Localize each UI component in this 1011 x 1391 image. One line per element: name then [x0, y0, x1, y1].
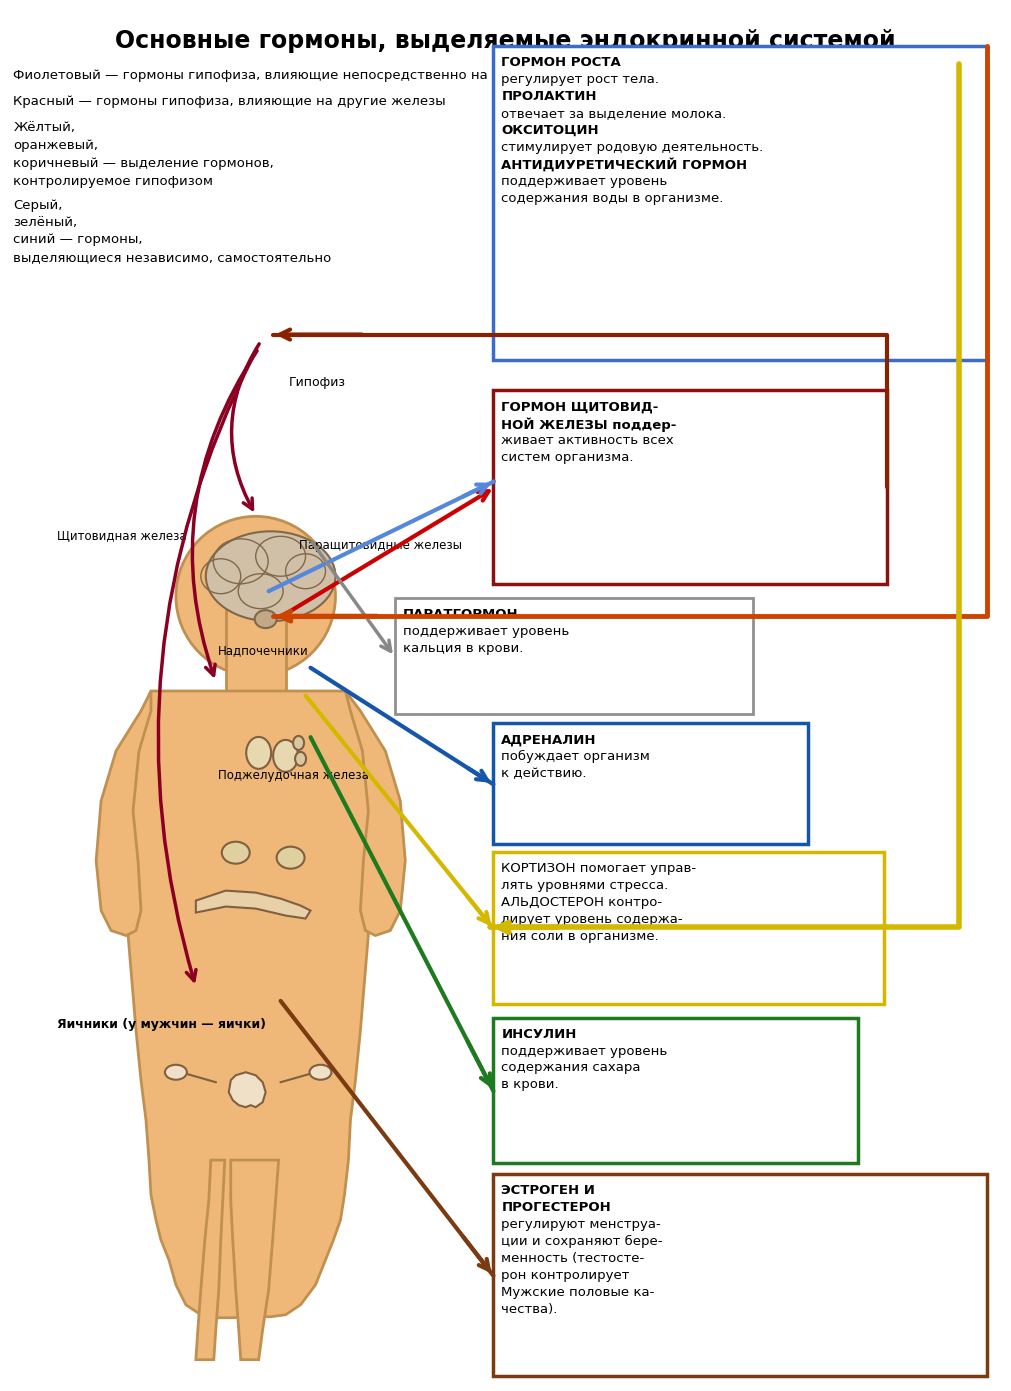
- Text: выделяющиеся независимо, самостоятельно: выделяющиеся независимо, самостоятельно: [13, 250, 332, 264]
- Text: АДРЕНАЛИН: АДРЕНАЛИН: [501, 733, 596, 746]
- Bar: [225, 591, 285, 691]
- Text: синий — гормоны,: синий — гормоны,: [13, 232, 143, 246]
- Bar: [493, 46, 988, 359]
- Text: ции и сохраняют бере-: ции и сохраняют бере-: [501, 1235, 663, 1248]
- Polygon shape: [346, 691, 405, 936]
- Text: поддерживает уровень: поддерживает уровень: [501, 174, 667, 188]
- Text: ОКСИТОЦИН: ОКСИТОЦИН: [501, 124, 599, 136]
- Bar: [493, 389, 887, 584]
- Ellipse shape: [165, 1064, 187, 1079]
- Polygon shape: [231, 1160, 279, 1359]
- Text: стимулирует родовую деятельность.: стимулирует родовую деятельность.: [501, 140, 763, 153]
- Text: Гипофиз: Гипофиз: [289, 376, 346, 389]
- Text: ПРОГЕСТЕРОН: ПРОГЕСТЕРОН: [501, 1202, 611, 1214]
- Bar: [493, 723, 808, 844]
- Text: побуждает организм: побуждает организм: [501, 750, 650, 764]
- Text: лять уровнями стресса.: лять уровнями стресса.: [501, 879, 668, 892]
- Text: НОЙ ЖЕЛЕЗЫ поддер-: НОЙ ЖЕЛЕЗЫ поддер-: [501, 417, 676, 431]
- Text: ГОРМОН РОСТА: ГОРМОН РОСТА: [501, 56, 621, 68]
- Text: отвечает за выделение молока.: отвечает за выделение молока.: [501, 107, 727, 120]
- Text: к действию.: к действию.: [501, 768, 586, 780]
- Text: Поджелудочная железа: Поджелудочная железа: [218, 769, 369, 782]
- Polygon shape: [121, 691, 372, 1317]
- Ellipse shape: [255, 611, 277, 629]
- Text: Паращитовидные железы: Паращитовидные железы: [299, 538, 462, 552]
- Text: АНТИДИУРЕТИЧЕСКИЙ ГОРМОН: АНТИДИУРЕТИЧЕСКИЙ ГОРМОН: [501, 157, 747, 171]
- Text: в крови.: в крови.: [501, 1078, 559, 1092]
- Text: контролируемое гипофизом: контролируемое гипофизом: [13, 175, 213, 188]
- Text: ПРОЛАКТИН: ПРОЛАКТИН: [501, 90, 596, 103]
- Text: рон контролирует: рон контролирует: [501, 1269, 630, 1283]
- Ellipse shape: [295, 753, 306, 766]
- Polygon shape: [228, 1072, 266, 1107]
- Text: кальция в крови.: кальция в крови.: [402, 643, 523, 655]
- Text: Основные гормоны, выделяемые эндокринной системой: Основные гормоны, выделяемые эндокринной…: [115, 29, 896, 53]
- Text: Яичники (у мужчин — яички): Яичники (у мужчин — яички): [57, 1018, 266, 1031]
- Text: содержания воды в организме.: содержания воды в организме.: [501, 192, 724, 204]
- Ellipse shape: [309, 1064, 332, 1079]
- Text: содержания сахара: содержания сахара: [501, 1061, 641, 1074]
- Bar: [493, 853, 884, 1004]
- Text: менность (тестосте-: менность (тестосте-: [501, 1252, 645, 1266]
- Circle shape: [176, 516, 336, 676]
- Text: ПАРАТГОРМОН: ПАРАТГОРМОН: [402, 608, 519, 622]
- Text: систем организма.: систем организма.: [501, 451, 634, 465]
- Text: чества).: чества).: [501, 1303, 558, 1316]
- Text: АЛЬДОСТЕРОН контро-: АЛЬДОСТЕРОН контро-: [501, 896, 662, 910]
- Text: Фиолетовый — гормоны гипофиза, влияющие непосредственно на организм: Фиолетовый — гормоны гипофиза, влияющие …: [13, 70, 559, 82]
- Text: ГОРМОН ЩИТОВИД-: ГОРМОН ЩИТОВИД-: [501, 401, 659, 413]
- Text: Щитовидная железа: Щитовидная железа: [57, 529, 186, 542]
- Polygon shape: [196, 890, 310, 918]
- Text: регулирует рост тела.: регулирует рост тела.: [501, 72, 659, 86]
- Text: Мужские половые ка-: Мужские половые ка-: [501, 1287, 655, 1299]
- Bar: [394, 598, 752, 714]
- Ellipse shape: [247, 737, 271, 769]
- Polygon shape: [96, 691, 151, 936]
- Text: Жёлтый,: Жёлтый,: [13, 121, 76, 134]
- Text: ния соли в организме.: ния соли в организме.: [501, 931, 659, 943]
- Text: Надпочечники: Надпочечники: [218, 644, 309, 657]
- Text: ИНСУЛИН: ИНСУЛИН: [501, 1028, 576, 1040]
- Text: регулируют менструа-: регулируют менструа-: [501, 1219, 661, 1231]
- Polygon shape: [196, 1160, 224, 1359]
- Text: лирует уровень содержа-: лирует уровень содержа-: [501, 914, 683, 926]
- Ellipse shape: [206, 531, 336, 622]
- Text: поддерживает уровень: поддерживает уровень: [402, 626, 569, 638]
- Text: живает активность всех: живает активность всех: [501, 434, 674, 447]
- Ellipse shape: [273, 740, 298, 772]
- Bar: [493, 1174, 988, 1376]
- Text: поддерживает уровень: поддерживает уровень: [501, 1045, 667, 1057]
- Text: Серый,: Серый,: [13, 199, 63, 211]
- Bar: [493, 1018, 858, 1163]
- Text: оранжевый,: оранжевый,: [13, 139, 98, 152]
- Text: КОРТИЗОН помогает управ-: КОРТИЗОН помогает управ-: [501, 862, 697, 875]
- Text: коричневый — выделение гормонов,: коричневый — выделение гормонов,: [13, 157, 274, 170]
- Text: ЭСТРОГЕН И: ЭСТРОГЕН И: [501, 1184, 595, 1198]
- Ellipse shape: [221, 842, 250, 864]
- Ellipse shape: [293, 736, 304, 750]
- Text: Красный — гормоны гипофиза, влияющие на другие железы: Красный — гормоны гипофиза, влияющие на …: [13, 95, 446, 108]
- Text: зелёный,: зелёный,: [13, 216, 78, 230]
- Ellipse shape: [277, 847, 304, 868]
